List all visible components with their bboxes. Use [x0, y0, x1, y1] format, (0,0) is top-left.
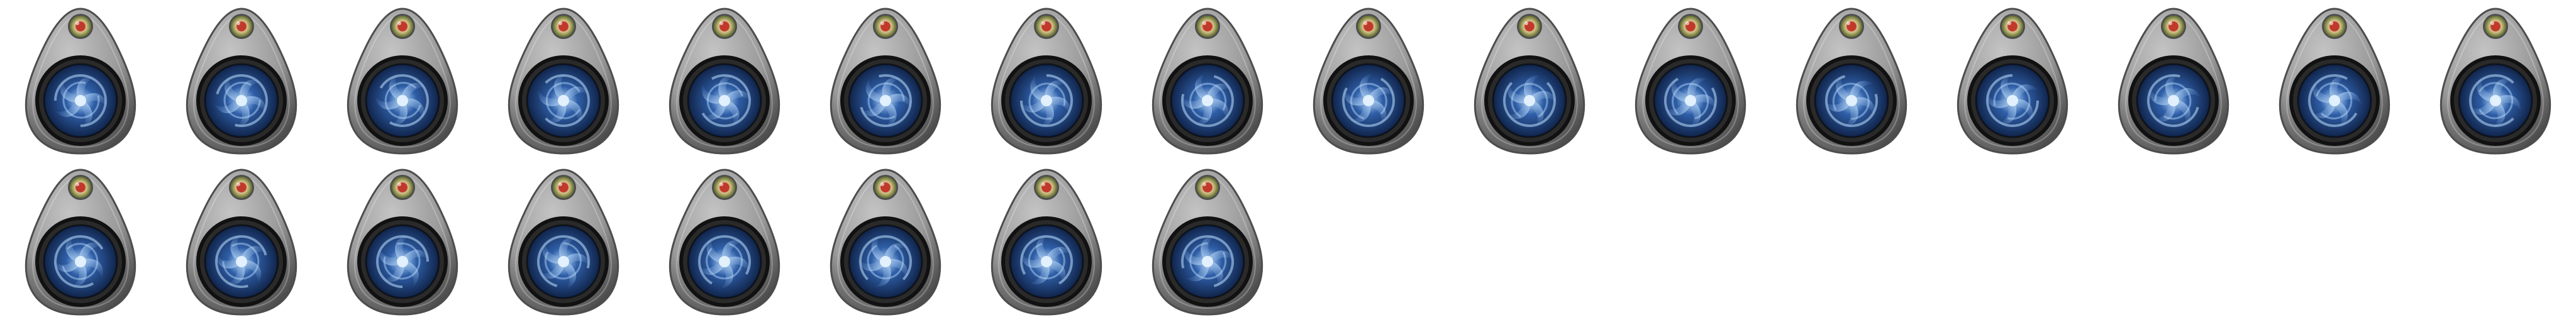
portal-amulet-icon [1771, 0, 1932, 161]
portal-amulet-icon [483, 0, 644, 161]
portal-amulet-icon [1127, 0, 1288, 161]
portal-amulet-icon [1288, 0, 1449, 161]
portal-amulet-icon [1127, 161, 1288, 322]
portal-amulet-icon [322, 0, 483, 161]
portal-amulet-icon [1449, 0, 1610, 161]
portal-amulet-icon [1610, 0, 1771, 161]
portal-amulet-icon [0, 161, 161, 322]
portal-amulet-icon [644, 0, 805, 161]
portal-amulet-icon [161, 161, 322, 322]
portal-amulet-icon [2254, 0, 2415, 161]
portal-amulet-icon [966, 0, 1127, 161]
portal-amulet-icon [966, 161, 1127, 322]
portal-amulet-icon [483, 161, 644, 322]
portal-amulet-icon [805, 161, 966, 322]
portal-amulet-icon [2093, 0, 2254, 161]
portal-amulet-icon [805, 0, 966, 161]
portal-amulet-icon [2415, 0, 2576, 161]
portal-amulet-icon [1932, 0, 2093, 161]
portal-amulet-icon [322, 161, 483, 322]
portal-amulet-icon [644, 161, 805, 322]
portal-amulet-icon [0, 0, 161, 161]
portal-amulet-icon [161, 0, 322, 161]
